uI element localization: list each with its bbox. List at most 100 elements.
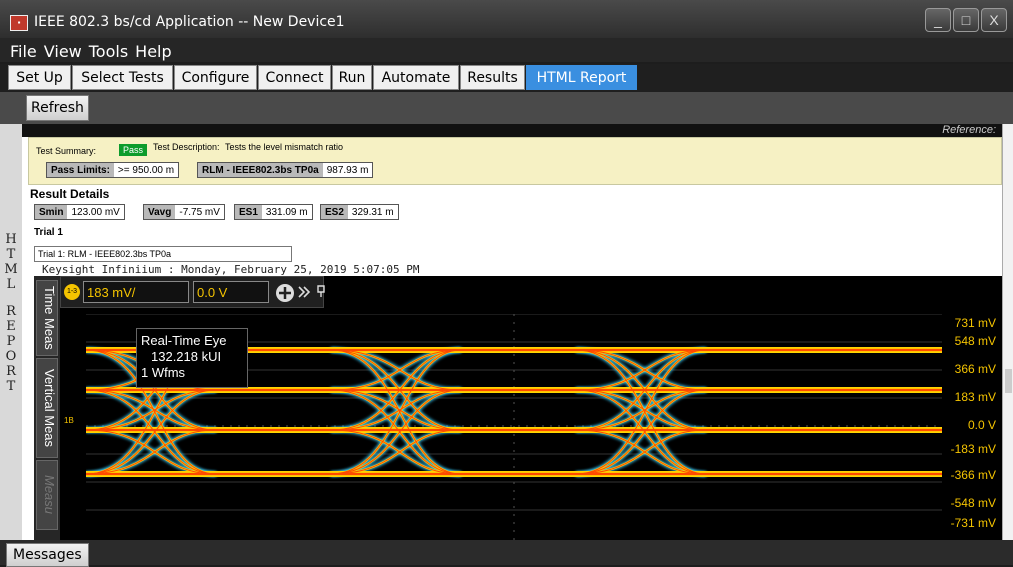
status-badge: Pass <box>119 144 148 156</box>
pin-icon[interactable] <box>315 285 327 297</box>
vavg-label: Vavg <box>144 205 176 219</box>
side-letter: E <box>6 319 16 334</box>
tab-connect[interactable]: Connect <box>258 65 331 90</box>
pass-limits-value: >= 950.00 m <box>113 163 179 177</box>
eye-trace <box>86 429 217 475</box>
tab-time-meas[interactable]: Time Meas <box>36 280 58 356</box>
reference-label: Reference: <box>942 124 996 136</box>
rlm-label: RLM - IEEE802.3bs TP0a <box>198 163 323 177</box>
minimize-button[interactable]: _ <box>925 8 951 32</box>
menu-view[interactable]: View <box>43 42 82 61</box>
es2-label: ES2 <box>321 205 348 219</box>
scope-caption: Keysight Infiniium : Monday, February 25… <box>42 263 420 276</box>
scale-field[interactable]: 183 mV/ <box>83 281 189 303</box>
tab-configure[interactable]: Configure <box>174 65 257 90</box>
eye-diagram-plot <box>86 314 942 540</box>
y-tick-label: -548 mV <box>950 496 996 510</box>
tab-bar: Set Up Select Tests Configure Connect Ru… <box>0 64 1013 92</box>
y-tick-label: -366 mV <box>950 468 996 482</box>
eye-traces <box>86 345 942 479</box>
title-bar: ▪ IEEE 802.3 bs/cd Application -- New De… <box>0 0 1013 38</box>
menu-tools[interactable]: Tools <box>88 42 129 61</box>
messages-button[interactable]: Messages <box>6 543 89 567</box>
window-controls: _ □ X <box>925 8 1007 32</box>
summary-label: Test Summary: <box>36 146 97 156</box>
close-button[interactable]: X <box>981 8 1007 32</box>
side-letter: T <box>6 379 16 394</box>
trial-box: Trial 1: RLM - IEEE802.3bs TP0a <box>34 246 292 262</box>
smin-pill: Smin 123.00 mV <box>34 204 125 220</box>
y-tick-label: -731 mV <box>950 516 996 530</box>
tab-automate[interactable]: Automate <box>373 65 459 90</box>
scrollbar-thumb[interactable] <box>1005 369 1012 393</box>
window-title: IEEE 802.3 bs/cd Application -- New Devi… <box>34 14 345 30</box>
eye-trace <box>330 389 462 475</box>
eye-trace <box>330 349 462 475</box>
channel-marker: 1B <box>64 416 74 425</box>
y-tick-label: 548 mV <box>954 334 996 348</box>
maximize-button[interactable]: □ <box>953 8 979 32</box>
eye-trace <box>575 429 707 475</box>
scope-screenshot: Time Meas Vertical Meas Measu 1-3 183 mV… <box>34 276 1002 540</box>
side-letter: H <box>5 232 17 247</box>
tab-html-report[interactable]: HTML Report <box>526 65 637 90</box>
test-summary-panel: Test Summary: Pass Test Description: Tes… <box>28 137 1002 185</box>
menu-bar: File View Tools Help <box>0 38 1013 62</box>
vavg-value: -7.75 mV <box>175 205 224 219</box>
tab-measu[interactable]: Measu <box>36 460 58 530</box>
overlay-title: Real-Time Eye <box>141 333 227 348</box>
app-icon: ▪ <box>10 15 28 31</box>
pass-limits-label: Pass Limits: <box>47 163 114 177</box>
eye-trace <box>330 349 462 391</box>
tab-select-tests[interactable]: Select Tests <box>72 65 173 90</box>
eye-trace <box>330 389 462 431</box>
status-bar: Messages <box>0 540 1013 567</box>
side-letter: R <box>6 304 16 319</box>
realtime-eye-info: Real-Time Eye 132.218 kUI 1 Wfms <box>136 328 248 388</box>
eye-trace <box>86 389 217 431</box>
side-letter: L <box>6 277 16 292</box>
pass-limits-pill: Pass Limits: >= 950.00 m <box>46 162 180 178</box>
smin-value: 123.00 mV <box>67 205 124 219</box>
reference-strip: Reference: <box>22 124 1002 137</box>
menu-file[interactable]: File <box>10 42 37 61</box>
eye-trace <box>575 389 707 475</box>
es1-value: 331.09 m <box>261 205 312 219</box>
side-letter: M <box>4 262 18 277</box>
scope-toolbar: 1-3 183 mV/ 0.0 V <box>60 276 327 308</box>
tab-vertical-meas[interactable]: Vertical Meas <box>36 358 58 458</box>
y-tick-label: -183 mV <box>950 442 996 456</box>
double-chevron-icon[interactable] <box>297 285 311 299</box>
es2-value: 329.31 m <box>347 205 398 219</box>
menu-help[interactable]: Help <box>135 42 172 61</box>
overlay-waveform-count: 1 Wfms <box>141 365 186 380</box>
y-tick-label: 366 mV <box>954 362 996 376</box>
side-letter: P <box>6 334 16 349</box>
report-scrollbar[interactable] <box>1002 124 1013 540</box>
report-content: Reference: Test Summary: Pass Test Descr… <box>22 124 1002 540</box>
y-tick-label: 0.0 V <box>967 418 996 432</box>
side-letter: O <box>5 349 17 364</box>
description-text: Tests the level mismatch ratio <box>225 142 344 152</box>
y-tick-label: 183 mV <box>954 390 996 404</box>
eye-trace <box>330 429 462 475</box>
description-label: Test Description: <box>153 142 220 152</box>
html-report-side-label: H T M L R E P O R T <box>0 124 22 540</box>
rlm-value: 987.93 m <box>322 163 373 177</box>
y-tick-label: 731 mV <box>954 316 996 330</box>
eye-trace <box>575 349 707 391</box>
refresh-button[interactable]: Refresh <box>26 95 89 121</box>
scope-vertical-tabs: Time Meas Vertical Meas Measu <box>34 276 60 540</box>
side-letter: T <box>6 247 16 262</box>
tab-set-up[interactable]: Set Up <box>8 65 71 90</box>
trial-heading: Trial 1 <box>34 227 63 238</box>
result-details-heading: Result Details <box>30 187 110 201</box>
tab-results[interactable]: Results <box>460 65 525 90</box>
es1-label: ES1 <box>235 205 262 219</box>
eye-trace <box>86 389 217 475</box>
offset-field[interactable]: 0.0 V <box>193 281 269 303</box>
voltage-axis: 731 mV 548 mV 366 mV 183 mV 0.0 V -183 m… <box>942 276 1002 540</box>
add-icon[interactable] <box>275 283 295 303</box>
channel-badge[interactable]: 1-3 <box>64 284 80 300</box>
tab-run[interactable]: Run <box>332 65 372 90</box>
